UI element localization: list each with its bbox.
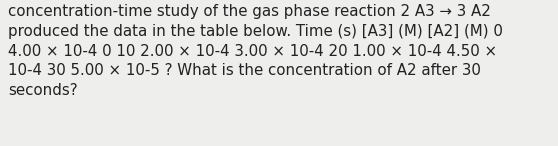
Text: concentration-time study of the gas phase reaction 2 A3 → 3 A2
produced the data: concentration-time study of the gas phas… xyxy=(8,4,503,98)
